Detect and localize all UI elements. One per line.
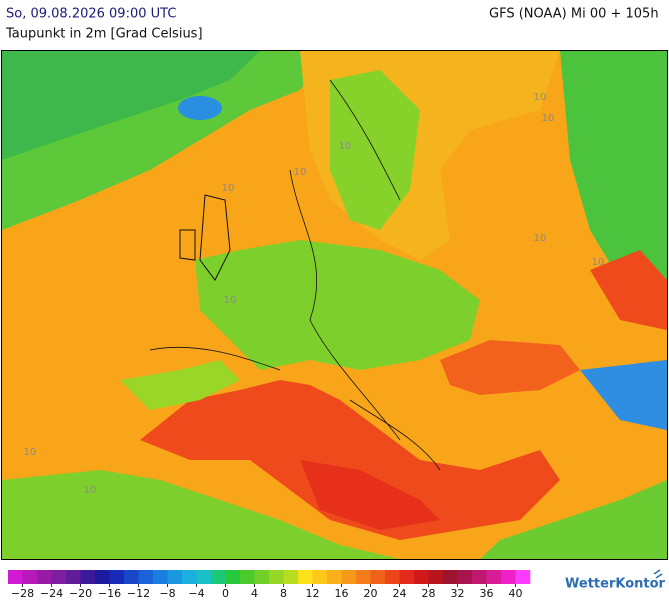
legend-swatch (80, 570, 96, 584)
parameter: Taupunkt in 2m [Grad Celsius] (5, 27, 203, 42)
legend-tick-label: 0 (222, 587, 229, 600)
legend-swatch (182, 570, 197, 584)
legend-swatch (414, 570, 429, 584)
legend-swatch (501, 570, 516, 584)
contour-label: 10 (294, 167, 307, 178)
contour-label: 10 (592, 257, 605, 268)
legend-tick-label: 4 (251, 587, 258, 600)
legend-swatch (428, 570, 444, 584)
legend-swatch (341, 570, 357, 584)
legend-tick-label: 36 (480, 587, 494, 600)
legend-tick-label: −16 (98, 587, 121, 600)
legend-tick-label: 28 (422, 587, 436, 600)
logo: WetterKontor (565, 577, 666, 592)
russia-east (560, 51, 667, 300)
mediterranean-core (300, 460, 440, 530)
middle-east (480, 480, 667, 559)
contour-label: 10 (222, 183, 235, 194)
legend-tick-label: 40 (509, 587, 523, 600)
legend-swatch (211, 570, 226, 584)
legend-swatch (356, 570, 371, 584)
legend-tick-label: −4 (188, 587, 204, 600)
anatolia-east (580, 360, 667, 430)
legend-tick-label: −12 (127, 587, 150, 600)
north-africa (2, 470, 400, 559)
legend-swatch (486, 570, 502, 584)
map-frame (1, 50, 668, 560)
legend-swatch (472, 570, 487, 584)
legend-swatch (457, 570, 473, 584)
legend-swatch (385, 570, 400, 584)
coastlines (149, 79, 441, 471)
legend-swatch (124, 570, 139, 584)
contour-label: 10 (24, 447, 37, 458)
legend-tick-label: 12 (306, 587, 320, 600)
iceland (178, 96, 222, 120)
legend-swatch (153, 570, 168, 584)
legend-tick-label: −24 (40, 587, 63, 600)
legend-swatch (167, 570, 183, 584)
contour-label: 10 (534, 233, 547, 244)
legend-swatch (240, 570, 255, 584)
greenland-sea (2, 51, 260, 160)
legend-swatch (399, 570, 415, 584)
legend-tick-label: 20 (364, 587, 378, 600)
legend-swatch (8, 570, 23, 584)
legend-swatch (443, 570, 458, 584)
legend-swatch (109, 570, 125, 584)
legend-swatch (196, 570, 212, 584)
model-run: GFS (NOAA) Mi 00 + 105h (489, 7, 659, 22)
mediterranean (140, 380, 560, 540)
scandinavia-green (330, 70, 420, 230)
legend-tick-label: 24 (393, 587, 407, 600)
legend-swatch (95, 570, 110, 584)
legend-swatch (327, 570, 342, 584)
contour-label: 10 (224, 295, 237, 306)
legend-swatch (22, 570, 38, 584)
date-time: So, 09.08.2026 09:00 UTC (6, 7, 176, 22)
legend-tick-label: −8 (159, 587, 175, 600)
legend-tick-label: −28 (11, 587, 34, 600)
legend-swatch (283, 570, 299, 584)
legend-swatch (515, 570, 531, 584)
contour-label: 10 (534, 92, 547, 103)
black-sea (440, 340, 580, 395)
legend-swatch (370, 570, 386, 584)
legend-swatch (298, 570, 313, 584)
contour-label: 10 (84, 485, 97, 496)
legend-swatch (312, 570, 328, 584)
legend-swatch (269, 570, 284, 584)
caspian (590, 250, 667, 330)
logo-icon (653, 569, 663, 579)
legend-swatch (254, 570, 270, 584)
contour-label: 10 (542, 113, 555, 124)
legend-swatch (37, 570, 52, 584)
legend-swatch (138, 570, 154, 584)
contour-label: 10 (339, 141, 352, 152)
legend-tick-label: 32 (451, 587, 465, 600)
central-europe (195, 240, 480, 370)
map: 10 10 10 10 10 10 10 10 10 10 (1, 50, 668, 560)
british-isles (179, 194, 231, 281)
legend-tick-label: 16 (335, 587, 349, 600)
legend-swatch (51, 570, 67, 584)
legend-tick-label: 8 (280, 587, 287, 600)
legend-tick-label: −20 (69, 587, 92, 600)
legend-swatch (225, 570, 241, 584)
legend-swatch (66, 570, 81, 584)
iberia (120, 360, 240, 410)
color-legend: −28 −24 −20 −16 −12 −8 −4 0 4 8 12 16 20 24 28 32 36 40 (8, 570, 531, 600)
